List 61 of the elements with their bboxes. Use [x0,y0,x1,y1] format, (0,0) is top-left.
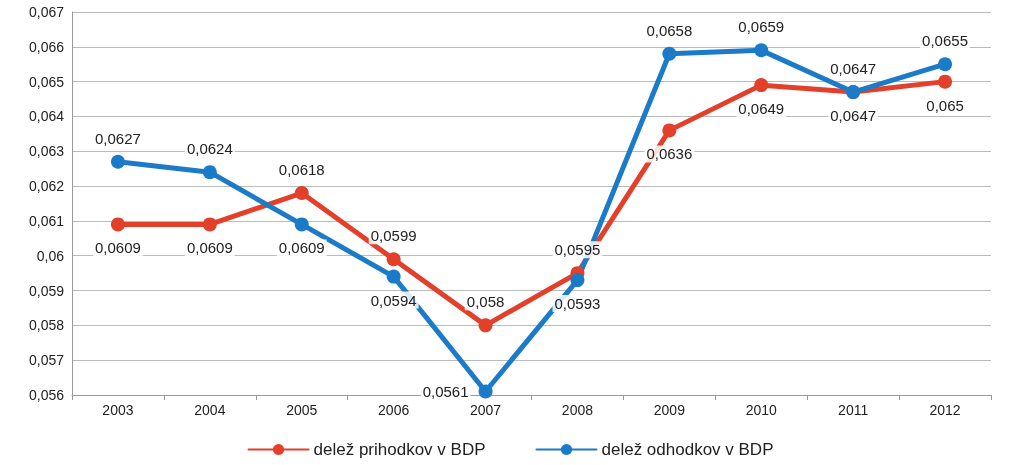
x-tick-label: 2003 [102,402,134,418]
data-label: 0,0647 [830,60,877,78]
point [202,165,217,180]
point [386,269,401,284]
y-tick-label: 0,065 [28,73,65,90]
data-label: 0,0618 [278,161,325,179]
data-label: 0,0609 [95,239,141,257]
y-tick-label: 0,064 [28,108,65,125]
x-tick-label: 2005 [286,402,318,418]
data-label: 0,0561 [422,383,469,401]
data-label: 0,0659 [738,18,785,36]
data-label: 0,0599 [370,227,417,245]
x-tick-label: 2012 [929,402,961,418]
data-label: 0,0649 [738,100,785,118]
data-label: 0,0627 [95,129,141,147]
point [570,273,585,288]
x-tick-label: 2008 [561,402,594,418]
legend-label: delež odhodkov v BDP [601,440,774,459]
data-label: 0,0595 [554,241,601,259]
y-tick-label: 0,057 [28,352,65,369]
y-tick-label: 0,067 [28,4,65,20]
point [110,154,125,169]
y-tick-label: 0,066 [28,38,65,55]
data-label: 0,0624 [186,140,233,158]
data-label: 0,0594 [370,291,417,309]
point [386,252,401,267]
point [754,43,769,58]
data-label: 0,0593 [554,295,601,313]
data-label: 0,065 [926,96,964,114]
point [202,217,217,232]
legend-label: delež prihodkov v BDP [313,440,486,459]
point [662,123,677,138]
point [662,46,677,61]
y-tick-label: 0,058 [28,317,65,334]
data-label: 0,0655 [922,32,968,50]
x-tick-label: 2007 [469,402,502,418]
data-label: 0,0636 [646,145,693,163]
x-tick-label: 2004 [194,402,226,418]
data-label: 0,0658 [646,21,693,39]
point [294,217,309,232]
y-tick-label: 0,062 [28,178,65,195]
point [938,57,953,72]
y-tick-label: 0,061 [28,212,65,229]
point [478,384,493,399]
point [294,186,309,201]
y-tick-label: 0,059 [28,282,65,299]
y-tick-label: 0,06 [36,247,65,264]
x-tick-label: 2009 [653,402,686,418]
data-label: 0,0609 [278,239,325,257]
data-label: 0,0609 [186,239,233,257]
point [478,318,493,333]
x-tick-label: 2011 [838,402,869,418]
point [754,78,769,93]
y-tick-label: 0,056 [28,387,65,403]
x-tick-label: 2006 [378,402,410,418]
data-label: 0,058 [466,293,505,311]
point [110,217,125,232]
point [938,74,953,89]
x-tick-label: 2010 [745,402,778,418]
data-label: 0,0647 [830,107,877,125]
y-tick-label: 0,063 [28,143,65,160]
